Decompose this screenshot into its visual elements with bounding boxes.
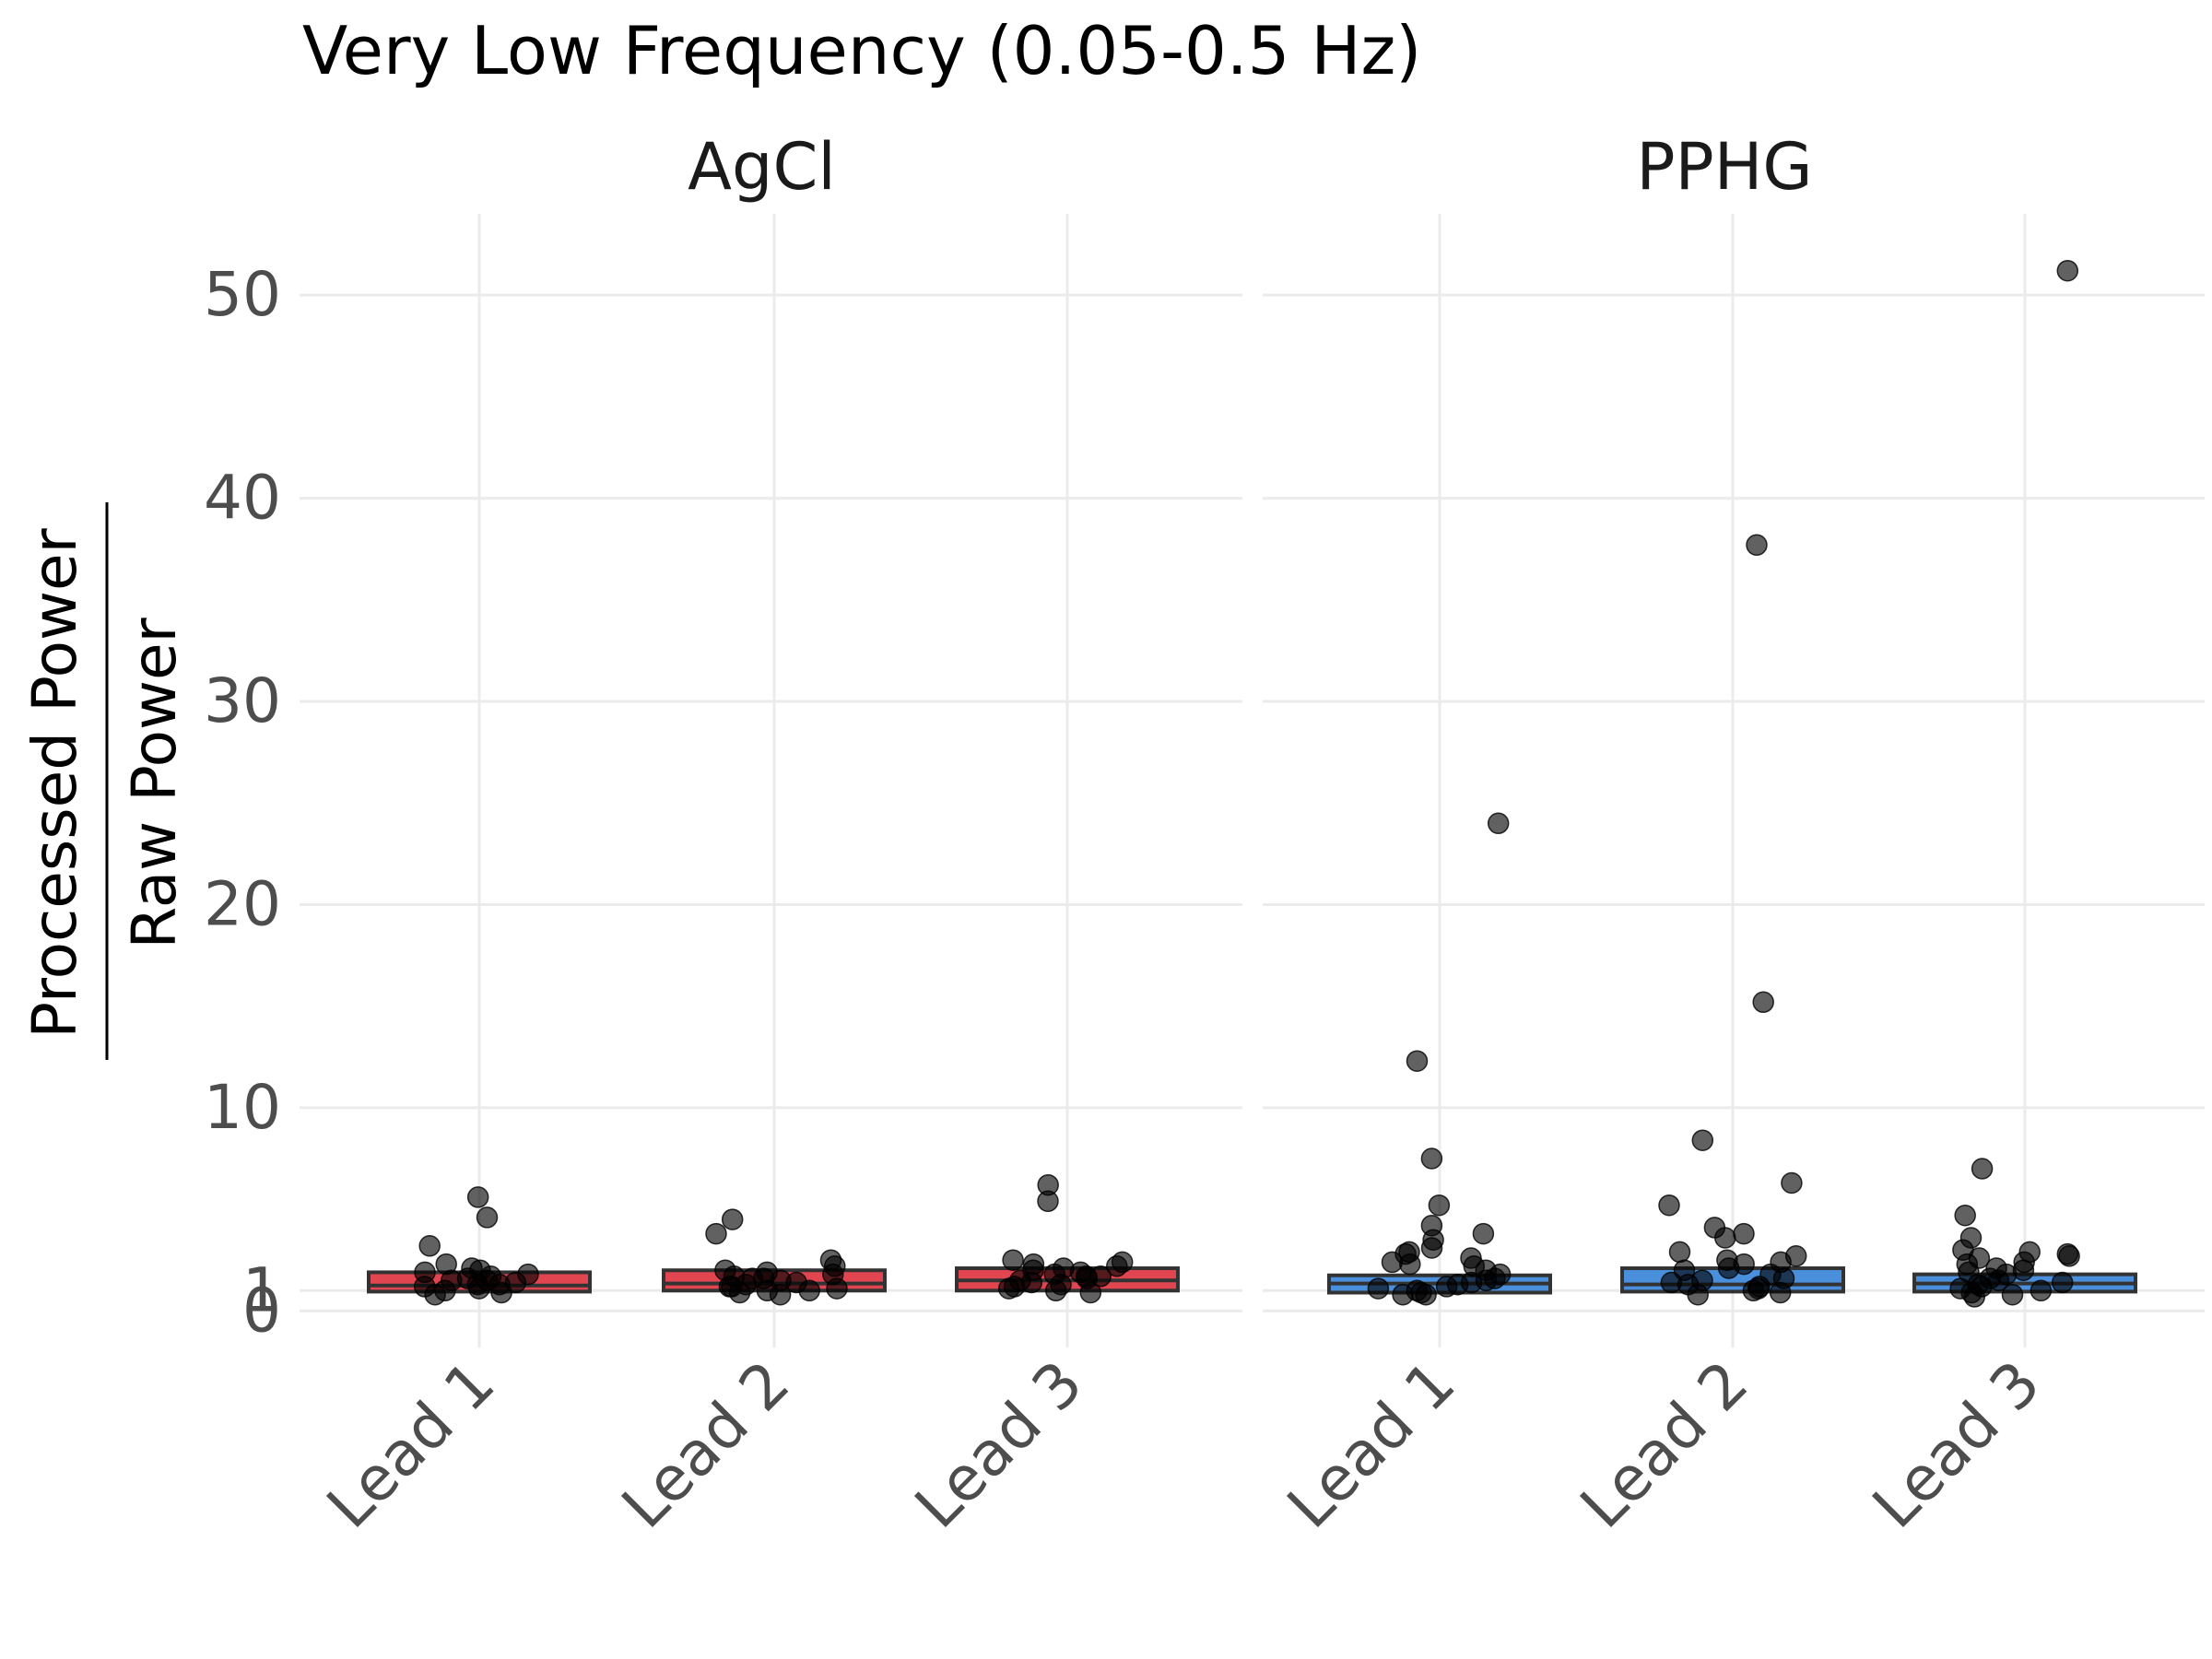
data-point: [1717, 1257, 1740, 1279]
data-point: [1746, 534, 1768, 557]
data-point: [1668, 1241, 1691, 1264]
data-point: [1658, 1194, 1680, 1217]
data-point: [1002, 1249, 1024, 1271]
data-point: [1742, 1279, 1765, 1302]
grid: [300, 214, 2205, 1347]
data-point: [466, 1186, 489, 1208]
boxes: [367, 1266, 2137, 1295]
data-point: [1406, 1050, 1429, 1072]
data-point: [1781, 1171, 1803, 1194]
data-point: [1420, 1237, 1443, 1259]
y-tick-label: 20: [204, 868, 281, 939]
data-point: [1687, 1283, 1709, 1306]
data-point: [1752, 991, 1774, 1014]
data-point: [1714, 1227, 1736, 1249]
data-point: [1963, 1286, 1986, 1308]
data-point: [424, 1283, 446, 1306]
data-point: [1381, 1251, 1404, 1274]
data-point: [1691, 1129, 1714, 1151]
data-point: [1044, 1279, 1067, 1302]
y-tick-label: 0: [242, 1275, 281, 1346]
data-point: [2058, 1245, 2080, 1267]
data-point: [2051, 1271, 2074, 1294]
data-point: [741, 1267, 764, 1289]
data-point: [2001, 1283, 2024, 1306]
y-tick-label: 30: [204, 665, 281, 736]
data-point: [798, 1279, 820, 1302]
data-point: [1392, 1283, 1414, 1306]
x-tick-label: Lead 3: [901, 1347, 1096, 1542]
data-point: [490, 1281, 512, 1304]
data-point: [997, 1277, 1020, 1300]
facet-strips: AgCl PPHG: [688, 129, 1812, 205]
y-axis: 01 10 20 30 40 50: [204, 259, 281, 1346]
data-point: [705, 1222, 727, 1245]
x-tick-label: Lead 1: [313, 1347, 508, 1542]
data-point: [1106, 1255, 1128, 1277]
data-point: [418, 1235, 441, 1257]
y-tick-label: 40: [204, 463, 281, 534]
y-tick-label: 1: [242, 1254, 281, 1325]
data-point: [1367, 1277, 1390, 1300]
data-point: [2056, 259, 2079, 282]
data-point: [2030, 1279, 2053, 1302]
data-point: [769, 1283, 792, 1306]
data-point: [1769, 1281, 1792, 1304]
data-point: [1435, 1276, 1458, 1298]
data-point: [1954, 1204, 1976, 1227]
data-point: [1415, 1283, 1437, 1306]
data-point: [1075, 1265, 1098, 1288]
data-point: [1399, 1253, 1421, 1276]
data-point: [1733, 1222, 1755, 1245]
data-point: [1037, 1190, 1059, 1213]
y-label-denominator: Raw Power: [119, 617, 190, 948]
x-tick-label: Lead 1: [1274, 1347, 1468, 1542]
facet-label-agcl: AgCl: [688, 129, 836, 205]
facet-label-pphg: PPHG: [1636, 129, 1812, 205]
data-point: [466, 1273, 488, 1296]
x-tick-label: Lead 2: [1567, 1347, 1761, 1542]
y-tick-label: 10: [204, 1072, 281, 1143]
x-tick-label: Lead 2: [608, 1347, 803, 1542]
data-point: [1487, 812, 1510, 835]
data-point: [721, 1208, 744, 1230]
data-point: [1472, 1222, 1495, 1245]
x-axis: Lead 1 Lead 2 Lead 3 Lead 1 Lead 2 Lead 3: [313, 1347, 2053, 1542]
data-point: [1971, 1158, 1994, 1180]
data-point: [476, 1206, 499, 1229]
y-label-numerator: Processed Power: [19, 527, 90, 1038]
chart-title: Very Low Frequency (0.05-0.5 Hz): [302, 12, 1421, 89]
y-tick-label: 50: [204, 259, 281, 330]
data-point: [1420, 1147, 1443, 1170]
data-point: [1428, 1194, 1451, 1217]
data-point: [718, 1276, 741, 1298]
x-tick-label: Lead 3: [1859, 1347, 2053, 1542]
points: [413, 259, 2080, 1308]
y-axis-label: Processed Power Raw Power: [19, 502, 190, 1060]
data-point: [826, 1277, 848, 1300]
